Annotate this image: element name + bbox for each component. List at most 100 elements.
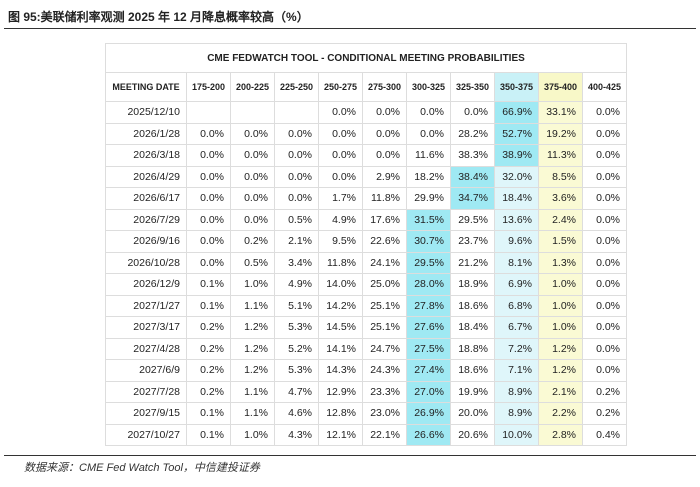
probability-cell: 0.0% bbox=[230, 122, 275, 145]
probability-cell: 38.9% bbox=[494, 144, 539, 167]
probability-cell: 20.0% bbox=[450, 402, 495, 425]
column-header: 250-275 bbox=[318, 72, 363, 102]
probability-cell: 0.2% bbox=[186, 316, 231, 339]
probability-cell: 18.6% bbox=[450, 294, 495, 317]
probability-cell: 5.3% bbox=[274, 316, 319, 339]
probability-cell: 6.8% bbox=[494, 294, 539, 317]
probability-cell: 11.6% bbox=[406, 144, 451, 167]
probability-cell: 0.0% bbox=[274, 122, 319, 145]
probability-cell: 0.0% bbox=[582, 122, 627, 145]
figure-title: 图 95:美联储利率观测 2025 年 12 月降息概率较高（%） bbox=[8, 10, 309, 24]
probability-cell: 24.1% bbox=[362, 251, 407, 274]
probability-cell: 19.9% bbox=[450, 380, 495, 403]
probability-cell: 4.7% bbox=[274, 380, 319, 403]
probability-cell: 25.1% bbox=[362, 294, 407, 317]
probability-cell: 0.0% bbox=[274, 165, 319, 188]
probability-cell: 0.0% bbox=[186, 187, 231, 210]
probability-cell: 26.9% bbox=[406, 402, 451, 425]
table-row: 2026/6/17 0.0% 0.0% 0.0% 1.7% 11.8% 29.9% 34.7%… bbox=[105, 187, 627, 210]
table-row: 2026/1/28 0.0% 0.0% 0.0% 0.0% 0.0% 0.0% 28.2% 52… bbox=[105, 122, 627, 145]
probability-cell: 2.1% bbox=[274, 230, 319, 253]
probability-cell: 21.2% bbox=[450, 251, 495, 274]
table-caption: CME FEDWATCH TOOL - CONDITIONAL MEETING … bbox=[105, 43, 627, 73]
probability-cell: 33.1% bbox=[538, 101, 583, 124]
probability-cell: 1.1% bbox=[230, 294, 275, 317]
column-header: 225-250 bbox=[274, 72, 319, 102]
probability-cell: 1.0% bbox=[230, 273, 275, 296]
probability-cell: 18.2% bbox=[406, 165, 451, 188]
probability-cell: 0.0% bbox=[450, 101, 495, 124]
probability-cell: 1.1% bbox=[230, 380, 275, 403]
probability-cell: 0.0% bbox=[582, 101, 627, 124]
probability-cell: 0.0% bbox=[582, 316, 627, 339]
probability-cell: 2.2% bbox=[538, 402, 583, 425]
probability-cell: 18.6% bbox=[450, 359, 495, 382]
column-header: 325-350 bbox=[450, 72, 495, 102]
probability-cell: 0.0% bbox=[186, 122, 231, 145]
probability-cell: 9.6% bbox=[494, 230, 539, 253]
probability-cell: 1.7% bbox=[318, 187, 363, 210]
probability-cell: 12.1% bbox=[318, 423, 363, 446]
probability-cell: 1.3% bbox=[538, 251, 583, 274]
probability-cell: 0.0% bbox=[230, 208, 275, 231]
probability-cell: 6.9% bbox=[494, 273, 539, 296]
probability-cell: 1.0% bbox=[230, 423, 275, 446]
probability-cell: 11.8% bbox=[318, 251, 363, 274]
probability-cell: 29.9% bbox=[406, 187, 451, 210]
probability-cell: 0.0% bbox=[406, 101, 451, 124]
meeting-date: 2025/12/10 bbox=[105, 101, 187, 124]
column-header: 275-300 bbox=[362, 72, 407, 102]
probability-cell: 0.0% bbox=[582, 251, 627, 274]
probability-cell: 4.3% bbox=[274, 423, 319, 446]
probability-cell: 23.7% bbox=[450, 230, 495, 253]
meeting-date: 2026/9/16 bbox=[105, 230, 187, 253]
column-header: MEETING DATE bbox=[105, 72, 187, 102]
probability-cell: 0.2% bbox=[230, 230, 275, 253]
table-row: 2026/7/29 0.0% 0.0% 0.5% 4.9% 17.6% 31.5% 29.5%… bbox=[105, 208, 627, 231]
probability-cell: 11.8% bbox=[362, 187, 407, 210]
probability-cell: 32.0% bbox=[494, 165, 539, 188]
meeting-date: 2026/6/17 bbox=[105, 187, 187, 210]
probability-cell: 22.6% bbox=[362, 230, 407, 253]
meeting-date: 2027/9/15 bbox=[105, 402, 187, 425]
probability-cell: 18.8% bbox=[450, 337, 495, 360]
meeting-date: 2026/3/18 bbox=[105, 144, 187, 167]
probability-cell: 38.3% bbox=[450, 144, 495, 167]
probability-cell: 52.7% bbox=[494, 122, 539, 145]
probability-cell: 2.8% bbox=[538, 423, 583, 446]
probability-cell: 25.0% bbox=[362, 273, 407, 296]
probability-cell: 12.9% bbox=[318, 380, 363, 403]
probability-cell: 0.0% bbox=[582, 230, 627, 253]
probability-cell: 9.5% bbox=[318, 230, 363, 253]
probability-cell: 13.6% bbox=[494, 208, 539, 231]
meeting-date: 2027/10/27 bbox=[105, 423, 187, 446]
table-row: 2027/9/15 0.1% 1.1% 4.6% 12.8% 23.0% 26.9% 20.0… bbox=[105, 402, 627, 425]
probability-cell: 14.3% bbox=[318, 359, 363, 382]
probability-cell: 38.4% bbox=[450, 165, 495, 188]
probability-cell: 0.0% bbox=[186, 230, 231, 253]
probability-cell: 0.0% bbox=[318, 165, 363, 188]
probability-cell: 5.3% bbox=[274, 359, 319, 382]
probability-cell: 1.0% bbox=[538, 273, 583, 296]
table-row: 2027/3/17 0.2% 1.2% 5.3% 14.5% 25.1% 27.6% 18.4… bbox=[105, 316, 627, 339]
probability-cell: 0.0% bbox=[230, 165, 275, 188]
rule bbox=[4, 28, 696, 29]
table-row: 2027/10/27 0.1% 1.0% 4.3% 12.1% 22.1% 26.6% 20.… bbox=[105, 423, 627, 446]
probability-cell: 0.2% bbox=[582, 402, 627, 425]
probability-cell: 1.2% bbox=[538, 359, 583, 382]
probability-cell: 14.5% bbox=[318, 316, 363, 339]
probability-cell: 5.1% bbox=[274, 294, 319, 317]
probability-cell: 24.3% bbox=[362, 359, 407, 382]
probability-cell: 0.0% bbox=[318, 144, 363, 167]
meeting-date: 2027/7/28 bbox=[105, 380, 187, 403]
table-row: 2025/12/10 0.0% 0.0% 0.0% 0.0% 66.9% 33.1% 0.0% bbox=[105, 101, 627, 124]
probability-cell: 24.7% bbox=[362, 337, 407, 360]
probability-cell: 12.8% bbox=[318, 402, 363, 425]
probability-cell: 0.5% bbox=[274, 208, 319, 231]
probability-cell bbox=[186, 101, 231, 124]
probability-cell: 14.1% bbox=[318, 337, 363, 360]
probability-cell: 8.5% bbox=[538, 165, 583, 188]
probability-cell: 20.6% bbox=[450, 423, 495, 446]
rule bbox=[4, 455, 696, 456]
